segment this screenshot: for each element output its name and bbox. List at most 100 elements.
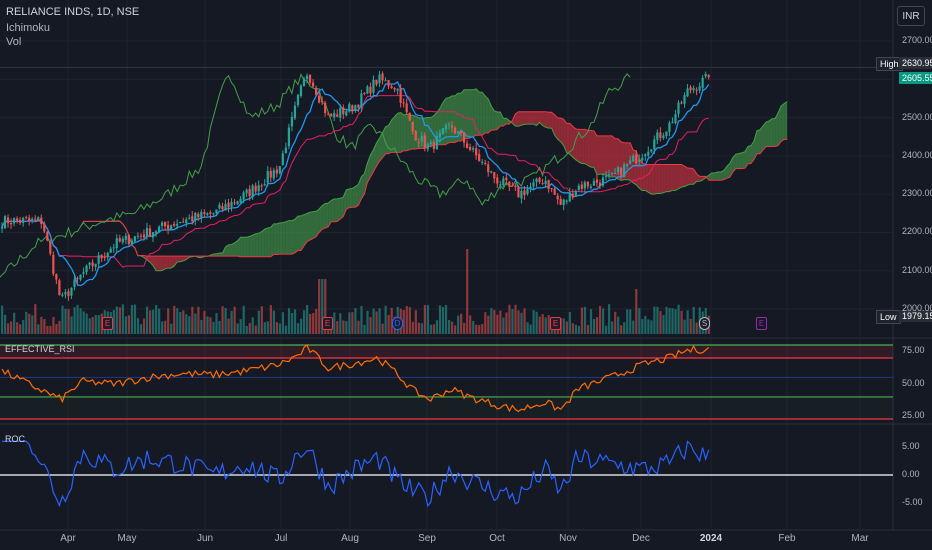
earnings-marker[interactable]: E [102,317,113,330]
ichimoku-cloud-segment [609,135,613,178]
volume-bar [121,304,124,334]
candle-body [194,212,197,221]
volume-bar [284,325,288,334]
ichimoku-cloud-segment [322,203,326,230]
volume-bar [191,306,194,334]
ichimoku-cloud-segment [373,143,377,172]
volume-bar [37,324,40,334]
ichimoku-cloud-segment [385,125,389,154]
ichimoku-cloud-segment [738,152,742,169]
volume-bar [369,317,372,334]
candle-body [106,253,109,258]
candle-body [293,105,297,119]
ichimoku-cloud-segment [527,111,531,125]
candle-body [511,185,514,187]
volume-bar [31,315,34,334]
volume-bar [680,310,683,334]
candle-body [336,114,339,117]
earnings-marker[interactable]: E [322,317,333,330]
ichimoku-cloud-segment [690,168,694,185]
symbol-title[interactable]: RELIANCE INDS, 1D, NSE [6,6,140,18]
volume-bar [605,325,608,334]
ichimoku-cloud-segment [264,227,268,257]
ichimoku-cloud-segment [400,112,404,153]
volume-bar [463,322,466,334]
ichimoku-cloud-segment [599,135,603,175]
ichimoku-cloud-segment [536,111,540,126]
roc-pane-title[interactable]: ROC [5,434,25,444]
rsi-overbought-band [0,345,893,358]
volume-bar [82,311,85,334]
candle-body [432,141,435,149]
indicator-ichimoku-label[interactable]: Ichimoku [6,22,51,34]
ichimoku-cloud-segment [506,118,510,125]
rsi-pane-title[interactable]: EFFECTIVE_RSI [5,344,75,354]
candle-body [459,130,463,134]
candle-body [284,147,287,154]
volume-bar [293,309,297,334]
currency-button[interactable]: INR [897,6,925,26]
volume-bar [683,319,686,334]
earnings-marker[interactable]: E [550,317,561,330]
ichimoku-cloud-segment [267,227,271,257]
candle-body [67,291,70,297]
volume-bar [19,324,22,334]
ichimoku-cloud-segment [747,145,751,164]
dividend-marker[interactable]: D [392,317,403,330]
last-price-value: 2605.55 [899,72,932,84]
split-marker[interactable]: S [699,317,710,330]
volume-bar [490,308,493,334]
candle-body [275,169,278,174]
candle-body [565,200,568,202]
volume-bar [641,319,644,334]
candle-body [423,135,426,148]
leading-span-a [80,88,788,272]
volume-bar [626,309,629,334]
candle-body [493,172,496,179]
volume-bar [426,304,430,334]
candle-body [420,136,423,142]
candle-body [456,131,460,133]
candle-body [233,202,236,204]
rsi-oversold-band [0,396,893,419]
volume-bar [466,249,469,334]
ichimoku-cloud-segment [772,118,776,147]
ichimoku-cloud-segment [521,111,525,126]
ichimoku-cloud-segment [533,111,537,126]
future-earnings-marker[interactable]: E [756,317,767,330]
volume-bar [629,309,632,334]
candle-body [650,149,653,152]
candle-body [499,184,502,186]
volume-bar [303,310,306,334]
volume-bar [532,310,535,334]
indicator-vol-label[interactable]: Vol [6,36,22,48]
volume-bar [40,316,43,334]
candle-body [662,135,665,139]
ichimoku-cloud-segment [300,214,304,251]
ichimoku-cloud-segment [587,130,591,168]
ichimoku-cloud-segment [491,105,495,131]
candle-body [31,218,34,221]
candle-body [16,218,19,221]
candle-body [357,104,360,108]
volume-bar [7,323,10,334]
ichimoku-cloud-segment [168,256,172,269]
volume-bar [257,310,260,334]
candle-body [354,105,357,110]
price-axis-tick-label: 2100.00 [902,264,932,275]
candle-body [215,209,218,214]
candle-body [151,232,155,238]
candle-body [378,74,381,84]
volume-bar [306,304,309,334]
candle-body [665,131,668,137]
volume-bar [598,306,602,334]
candle-body [620,167,623,176]
ichimoku-cloud-segment [355,184,359,208]
candle-body [182,221,185,223]
volume-bar [608,304,611,334]
ichimoku-cloud-segment [606,135,610,177]
volume-bar [296,323,300,334]
candle-body [76,277,79,279]
volume-bar [55,323,58,334]
